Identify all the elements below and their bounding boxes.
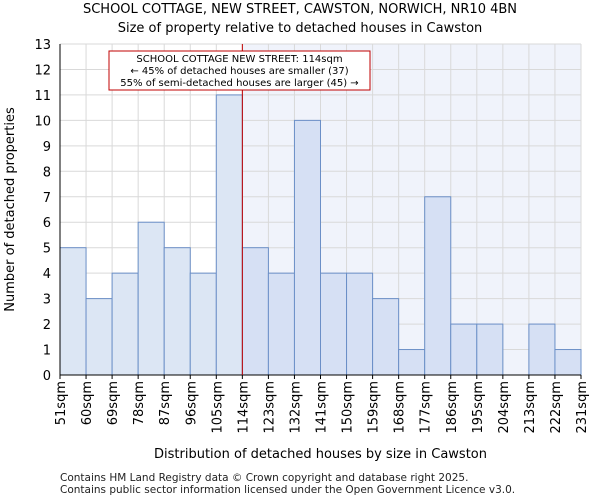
bar-87sqm <box>163 247 191 376</box>
y-tick-label: 4 <box>43 267 51 282</box>
x-tick-label: 51sqm <box>54 381 69 425</box>
y-axis-label: Number of detached properties <box>3 107 18 312</box>
x-tick-label: 213sqm <box>523 381 538 434</box>
bar-168sqm <box>398 349 426 376</box>
y-tick-label: 5 <box>43 242 51 257</box>
x-tick-label: 159sqm <box>367 381 382 434</box>
bar-213sqm <box>528 323 556 376</box>
y-tick-label: 3 <box>43 293 51 308</box>
x-tick-label: 105sqm <box>210 381 225 434</box>
bar-123sqm <box>267 272 295 376</box>
x-axis-label: Distribution of detached houses by size … <box>154 447 487 462</box>
y-tick-label: 1 <box>43 344 51 359</box>
x-tick-label: 123sqm <box>262 381 277 434</box>
bar-51sqm <box>59 247 87 376</box>
y-tick-label: 6 <box>43 216 51 231</box>
footer-line-2: Contains public sector information licen… <box>60 484 516 496</box>
y-tick-label: 0 <box>43 369 51 384</box>
bar-150sqm <box>346 272 374 376</box>
bar-177sqm <box>424 196 452 376</box>
x-tick-label: 114sqm <box>236 381 251 434</box>
bar-141sqm <box>320 272 348 376</box>
bar-159sqm <box>372 298 400 376</box>
bar-105sqm <box>215 94 243 376</box>
annotation-line: ← 45% of detached houses are smaller (37… <box>130 66 348 77</box>
bar-132sqm <box>293 119 322 376</box>
x-tick-label: 186sqm <box>445 381 460 434</box>
bar-114sqm <box>241 247 269 376</box>
x-tick-label: 168sqm <box>393 381 408 434</box>
annotation-line: SCHOOL COTTAGE NEW STREET: 114sqm <box>136 54 342 65</box>
x-tick-label: 231sqm <box>575 381 590 434</box>
x-tick-label: 141sqm <box>315 381 330 434</box>
bar-96sqm <box>189 272 217 376</box>
bar-69sqm <box>111 272 139 376</box>
x-tick-label: 204sqm <box>497 381 512 434</box>
bar-195sqm <box>476 323 504 376</box>
x-tick-label: 87sqm <box>158 381 173 425</box>
y-tick-label: 9 <box>43 140 51 155</box>
y-tick-label: 11 <box>34 89 51 104</box>
y-tick-label: 12 <box>34 63 51 78</box>
y-tick-label: 8 <box>43 165 51 180</box>
y-tick-label: 2 <box>43 318 51 333</box>
x-tick-label: 150sqm <box>341 381 356 434</box>
y-tick-label: 13 <box>34 38 51 53</box>
x-tick-label: 132sqm <box>288 381 303 434</box>
x-tick-label: 60sqm <box>80 381 95 425</box>
x-tick-label: 96sqm <box>184 381 199 425</box>
bar-78sqm <box>137 221 165 376</box>
annotation-box <box>108 50 371 91</box>
y-tick-label: 7 <box>43 191 51 206</box>
annotation-line: 55% of semi-detached houses are larger (… <box>120 78 358 89</box>
chart-title: SCHOOL COTTAGE, NEW STREET, CAWSTON, NOR… <box>82 2 518 17</box>
x-tick-label: 222sqm <box>549 381 564 434</box>
chart-subtitle: Size of property relative to detached ho… <box>117 21 483 36</box>
footer-line-1: Contains HM Land Registry data © Crown c… <box>60 472 469 484</box>
x-tick-label: 78sqm <box>132 381 147 425</box>
bar-60sqm <box>85 298 113 376</box>
y-tick-label: 10 <box>34 114 51 129</box>
x-tick-label: 177sqm <box>419 381 434 434</box>
x-tick-label: 195sqm <box>471 381 486 434</box>
bar-222sqm <box>554 349 582 376</box>
bar-186sqm <box>450 323 478 376</box>
x-tick-label: 69sqm <box>106 381 121 425</box>
